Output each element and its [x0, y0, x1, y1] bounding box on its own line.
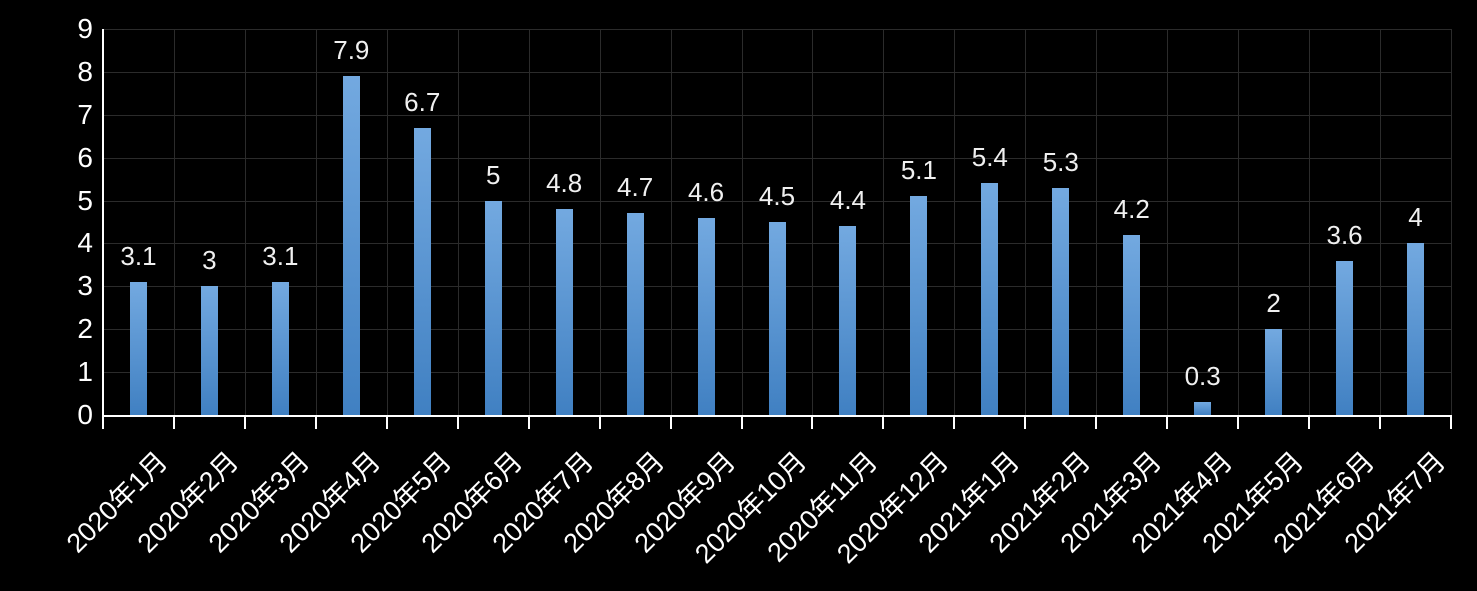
gridline-vertical — [315, 29, 317, 415]
y-axis-label: 5 — [77, 184, 93, 216]
bar-value-label: 4.4 — [829, 185, 867, 216]
gridline-horizontal — [103, 71, 1451, 73]
bar-value-label: 4.2 — [1113, 193, 1150, 224]
gridline-vertical — [599, 29, 601, 415]
x-axis-tick — [1237, 417, 1240, 429]
bar-value-label: 6.7 — [404, 86, 441, 117]
bar-value-label: 7.9 — [333, 35, 370, 66]
bar-value-label: 3.1 — [262, 241, 299, 272]
gridline-vertical — [741, 29, 743, 415]
bar-value-label: 5.1 — [900, 155, 937, 186]
bar — [839, 226, 857, 415]
gridline-vertical — [386, 29, 388, 415]
y-axis-label: 7 — [77, 98, 93, 130]
bar — [1407, 243, 1425, 415]
bar — [1052, 187, 1070, 415]
bar — [1123, 234, 1141, 415]
x-axis-tick — [243, 417, 246, 429]
x-axis-tick — [456, 417, 459, 429]
x-axis-tick — [882, 417, 885, 429]
bar-value-label: 5 — [485, 159, 501, 190]
bar — [768, 222, 786, 415]
gridline-vertical — [954, 29, 956, 415]
x-axis-tick — [1024, 417, 1027, 429]
bar — [981, 183, 999, 415]
gridline-vertical — [457, 29, 459, 415]
bar-value-label: 3 — [202, 245, 217, 276]
gridline-vertical — [1167, 29, 1169, 415]
bar — [271, 282, 289, 415]
gridline-vertical — [1025, 29, 1027, 415]
gridline-vertical — [812, 29, 814, 415]
bar-value-label: 2 — [1266, 288, 1281, 319]
bar — [697, 217, 715, 415]
gridline-horizontal — [103, 200, 1451, 202]
x-axis-tick — [314, 417, 317, 429]
x-axis-tick — [598, 417, 601, 429]
x-axis-line — [102, 415, 1452, 417]
x-axis-tick — [102, 417, 104, 429]
x-axis-tick — [527, 417, 530, 429]
bar — [413, 127, 431, 415]
y-axis-label: 6 — [77, 141, 93, 173]
bar — [1336, 260, 1354, 415]
bar — [342, 76, 360, 415]
gridline-vertical — [1238, 29, 1240, 415]
x-axis-tick — [669, 417, 672, 429]
y-axis-label: 1 — [77, 356, 93, 388]
gridline-vertical — [1380, 29, 1382, 415]
gridline-vertical — [1096, 29, 1098, 415]
bar — [626, 213, 644, 415]
bar — [484, 200, 502, 415]
bar — [1194, 402, 1212, 415]
x-axis-tick — [953, 417, 956, 429]
x-axis-tick — [740, 417, 743, 429]
gridline-vertical — [244, 29, 246, 415]
x-axis-tick — [811, 417, 814, 429]
gridline-vertical — [883, 29, 885, 415]
x-axis-tick — [385, 417, 388, 429]
bar-value-label: 4 — [1408, 202, 1423, 233]
y-axis-line — [102, 29, 104, 415]
gridline-vertical — [1451, 29, 1452, 415]
bar-value-label: 5.3 — [1042, 146, 1079, 177]
gridline-horizontal — [103, 29, 1451, 30]
bar-value-label: 3.1 — [120, 241, 157, 272]
bar — [910, 196, 928, 415]
gridline-vertical — [670, 29, 672, 415]
y-axis-label: 9 — [77, 13, 93, 44]
y-axis-label: 4 — [77, 227, 93, 259]
x-axis-tick — [1095, 417, 1098, 429]
gridline-horizontal — [103, 157, 1451, 159]
bar-value-label: 4.7 — [617, 172, 654, 203]
gridline-horizontal — [103, 114, 1451, 116]
x-axis-tick — [1166, 417, 1169, 429]
bar — [200, 286, 218, 415]
x-axis-tick — [172, 417, 175, 429]
bar — [555, 209, 573, 415]
bar-value-label: 0.3 — [1184, 361, 1221, 392]
bar-value-label: 5.4 — [971, 142, 1008, 173]
x-axis-tick — [1379, 417, 1382, 429]
y-axis-label: 3 — [77, 270, 93, 302]
bar — [129, 282, 147, 415]
x-axis-tick — [1450, 417, 1452, 429]
y-axis-label: 2 — [77, 313, 93, 345]
bar-value-label: 4.6 — [687, 176, 725, 207]
x-axis-tick — [1308, 417, 1311, 429]
y-axis-label: 8 — [77, 55, 93, 87]
bar — [1265, 329, 1283, 415]
bar-value-label: 3.6 — [1326, 219, 1363, 250]
gridline-vertical — [173, 29, 175, 415]
y-axis-label: 0 — [77, 399, 93, 430]
bar-value-label: 4.8 — [546, 168, 583, 199]
gridline-vertical — [1309, 29, 1311, 415]
bar-value-label: 4.5 — [758, 181, 796, 211]
gridline-vertical — [528, 29, 530, 415]
